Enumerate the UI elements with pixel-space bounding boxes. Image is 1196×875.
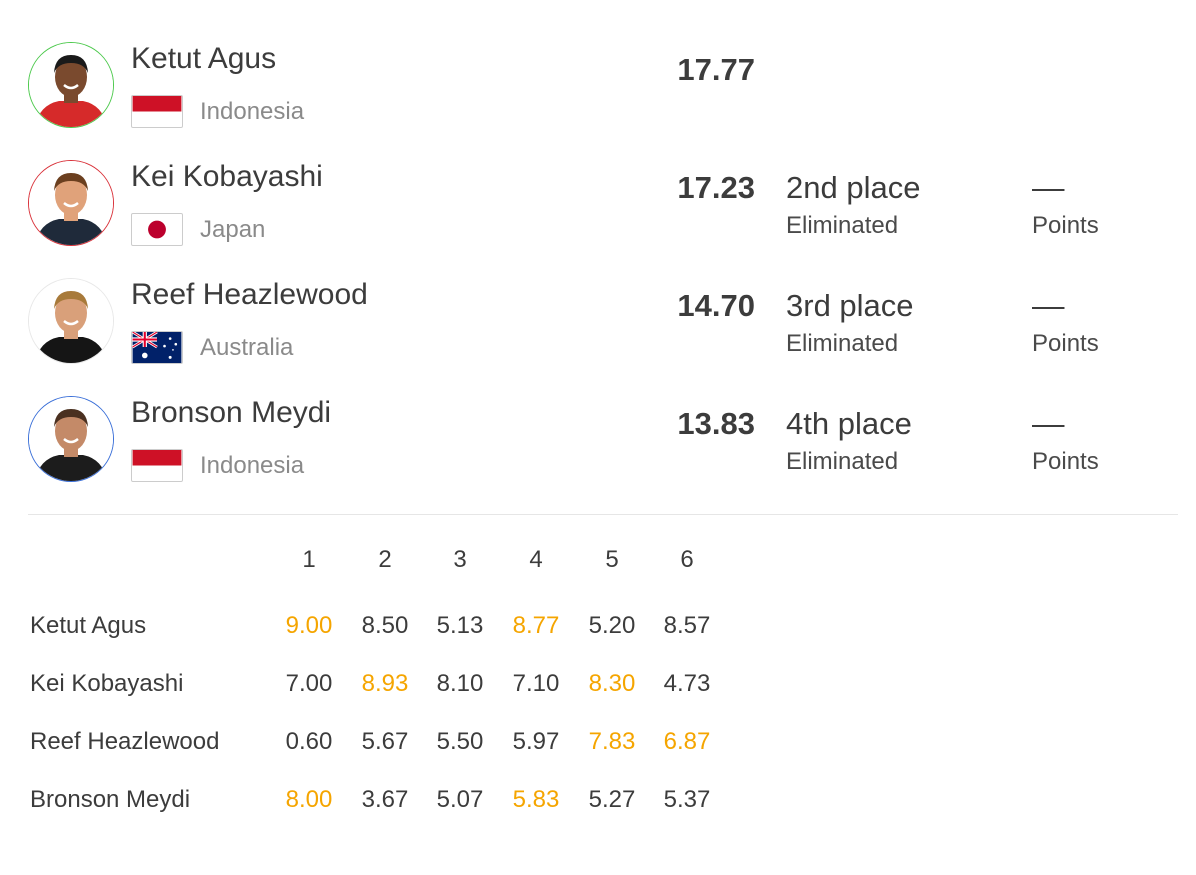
wave-score: 8.93 [361, 670, 409, 697]
wave-header: 3 [453, 546, 467, 573]
points-value: –– [1032, 170, 1065, 205]
status-label: Eliminated [786, 448, 899, 475]
athlete-country: Japan [200, 216, 266, 243]
heat-total-score: 14.70 [677, 288, 755, 323]
wave-score: 8.30 [588, 670, 636, 697]
wave-score: 8.77 [512, 612, 560, 639]
japan-flag-icon [131, 213, 183, 246]
wave-score: 3.67 [361, 786, 409, 813]
wave-score: 5.07 [436, 786, 484, 813]
wave-row-athlete-name: Bronson Meydi [30, 786, 191, 813]
heat-total-score: 17.77 [677, 52, 755, 87]
wave-score: 5.27 [588, 786, 636, 813]
points-value: –– [1032, 406, 1065, 441]
athlete-row[interactable]: Reef Heazlewood Australia 14.70 3rd place El… [0, 278, 1196, 396]
placement: 4th place [786, 406, 912, 441]
status-label: Eliminated [786, 212, 899, 239]
avatar [28, 42, 114, 128]
wave-header: 2 [378, 546, 392, 573]
wave-row-athlete-name: Kei Kobayashi [30, 670, 184, 697]
wave-header: 6 [680, 546, 694, 573]
indonesia-flag-icon [131, 95, 183, 128]
wave-score: 4.73 [663, 670, 711, 697]
wave-header: 4 [529, 546, 543, 573]
wave-score: 5.37 [663, 786, 711, 813]
wave-score: 7.83 [588, 728, 636, 755]
australia-flag-icon [131, 331, 183, 364]
wave-score: 8.10 [436, 670, 484, 697]
wave-score: 0.60 [285, 728, 333, 755]
wave-header: 5 [605, 546, 619, 573]
wave-score: 7.10 [512, 670, 560, 697]
wave-score: 5.20 [588, 612, 636, 639]
points-label: Points [1032, 448, 1099, 475]
wave-score: 8.00 [285, 786, 333, 813]
athlete-name: Bronson Meydi [131, 396, 332, 429]
athlete-country: Indonesia [200, 98, 305, 125]
placement: 3rd place [786, 288, 914, 323]
wave-header: 1 [302, 546, 316, 573]
wave-score: 5.13 [436, 612, 484, 639]
athlete-row[interactable]: Bronson Meydi Indonesia 13.83 4th place Elim… [0, 396, 1196, 514]
athlete-name: Kei Kobayashi [131, 160, 323, 193]
heat-total-score: 17.23 [677, 170, 755, 205]
avatar [28, 278, 114, 364]
avatar [28, 396, 114, 482]
status-label: Eliminated [786, 330, 899, 357]
wave-score: 6.87 [663, 728, 711, 755]
wave-score: 5.50 [436, 728, 484, 755]
wave-score: 9.00 [285, 612, 333, 639]
points-label: Points [1032, 330, 1099, 357]
wave-score: 8.57 [663, 612, 711, 639]
athlete-name: Reef Heazlewood [131, 278, 368, 311]
wave-score: 5.67 [361, 728, 409, 755]
athlete-country: Indonesia [200, 452, 305, 479]
divider [28, 514, 1178, 515]
athlete-row[interactable]: Ketut Agus Indonesia 17.77 [0, 42, 1196, 160]
athlete-name: Ketut Agus [131, 42, 277, 75]
wave-score: 7.00 [285, 670, 333, 697]
wave-row-athlete-name: Ketut Agus [30, 612, 147, 639]
heat-total-score: 13.83 [677, 406, 755, 441]
athlete-row[interactable]: Kei Kobayashi Japan 17.23 2nd place Eliminat… [0, 160, 1196, 278]
indonesia-flag-icon [131, 449, 183, 482]
avatar [28, 160, 114, 246]
wave-score: 5.83 [512, 786, 560, 813]
athlete-country: Australia [200, 334, 294, 361]
points-label: Points [1032, 212, 1099, 239]
points-value: –– [1032, 288, 1065, 323]
wave-score: 5.97 [512, 728, 560, 755]
placement: 2nd place [786, 170, 921, 205]
wave-score: 8.50 [361, 612, 409, 639]
wave-row-athlete-name: Reef Heazlewood [30, 728, 220, 755]
